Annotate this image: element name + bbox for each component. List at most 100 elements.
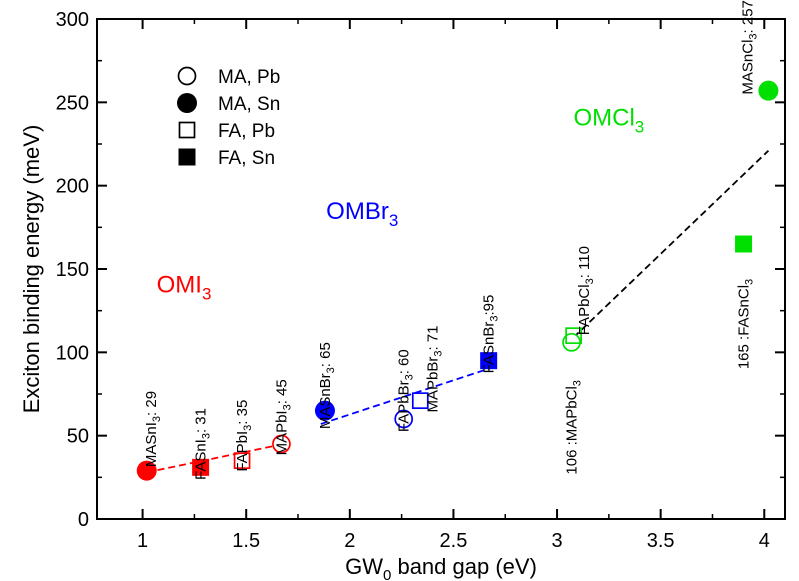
legend-label: FA, Sn <box>218 148 275 169</box>
subscript: 3 <box>151 416 163 422</box>
x-tick-label: 3.5 <box>647 530 675 552</box>
text-part: : 31 <box>193 408 210 433</box>
x-tick-label: 1.5 <box>232 530 260 552</box>
point-label: FASnBr3:95 <box>481 295 501 374</box>
text-part: : 29 <box>143 391 160 416</box>
x-axis-title: GW0 band gap (eV) <box>345 554 537 581</box>
group-label: OMBr3 <box>326 198 398 230</box>
y-tick-label: 200 <box>56 176 89 198</box>
legend-marker <box>178 148 196 166</box>
text-part: OMBr <box>326 198 389 225</box>
subscript: 3 <box>201 433 213 439</box>
subscript: 3 <box>584 278 596 284</box>
legend: MA, Pb MA, Sn FA, Pb FA, Sn <box>177 66 280 169</box>
x-tick-label: 2.5 <box>440 530 468 552</box>
y-tick-label: 300 <box>56 9 89 31</box>
point-label: FAPbCl3: 110 <box>576 246 596 335</box>
y-tick-label: 150 <box>56 259 89 281</box>
data-point <box>136 460 157 481</box>
data-point <box>233 452 251 470</box>
text-part: MAPbI <box>273 410 290 455</box>
x-tick-label: 4 <box>759 530 770 552</box>
text-part: 165 :FASnCl <box>736 285 753 369</box>
subscript: 3 <box>242 425 254 431</box>
text-part: band gap (eV) <box>391 554 537 579</box>
subscript: 3 <box>389 211 398 230</box>
y-axis-title: Exciton binding energy (meV) <box>19 125 44 414</box>
legend-label: MA, Sn <box>218 94 280 115</box>
subscript: 3 <box>572 380 584 386</box>
point-label: MAPbBr3: 71 <box>425 325 445 412</box>
text-part: FAPbBr <box>396 380 413 432</box>
legend-label: FA, Pb <box>218 121 275 142</box>
fit-line <box>146 443 284 474</box>
data-point <box>314 400 335 421</box>
text-part: : 65 <box>317 342 334 367</box>
text-part: OMCl <box>573 105 634 132</box>
text-part: : 71 <box>425 325 442 350</box>
y-tick-label: 100 <box>56 342 89 364</box>
text-part: FASnBr <box>481 322 498 374</box>
text-part: : 45 <box>273 379 290 404</box>
data-point <box>735 235 753 253</box>
point-label: MASnCl3: 257 <box>740 0 760 95</box>
legend-marker <box>177 66 197 86</box>
data-point <box>272 434 291 454</box>
y-tick-label: 250 <box>56 92 89 114</box>
data-point <box>758 80 779 101</box>
text-part: MASnBr <box>317 373 334 429</box>
y-tick-label: 50 <box>67 426 89 448</box>
text-part: 106 :MAPbCl <box>564 386 581 474</box>
legend-marker <box>177 93 197 113</box>
text-part: : 110 <box>576 246 593 278</box>
text-part: MAPbBr <box>425 357 442 413</box>
subscript: 3 <box>744 279 756 285</box>
point-label: 106 :MAPbCl3 <box>564 380 584 475</box>
point-label: 165 :FASnCl3 <box>736 279 756 369</box>
subscript: 3 <box>281 404 293 410</box>
group-label: OMCl3 <box>573 105 644 137</box>
text-part: : 60 <box>396 349 413 374</box>
x-tick-label: 1 <box>137 530 148 552</box>
text-part: : 257 <box>740 0 757 33</box>
fit-lines <box>146 150 770 474</box>
axes: 1 1.5 2 2.5 3 3.5 4 0 50 100 150 200 250 300 GW0 band … <box>19 9 785 581</box>
point-label: MAPbI3: 45 <box>273 379 293 455</box>
text-part: MASnCl <box>740 40 757 95</box>
data-point <box>411 392 429 410</box>
group-label: OMI3 <box>157 271 212 303</box>
text-part: : 35 <box>234 400 251 425</box>
point-label: MASnBr3: 65 <box>317 342 337 429</box>
subscript: 0 <box>383 567 391 581</box>
subscript: 3 <box>748 33 760 39</box>
point-label: MASnI3: 29 <box>143 391 163 467</box>
legend-marker <box>178 121 196 139</box>
point-label: FASnI3: 31 <box>193 408 213 480</box>
subscript: 3 <box>404 374 416 380</box>
data-point <box>394 409 414 429</box>
fit-line <box>573 150 770 338</box>
subscript: 3 <box>433 351 445 357</box>
text-part: GW <box>345 554 383 579</box>
text-part: FAPbCl <box>576 284 593 335</box>
subscript: 3 <box>635 118 644 137</box>
data-point <box>565 327 582 345</box>
text-part: :95 <box>481 295 498 316</box>
text-part: FASnI <box>193 439 210 480</box>
point-label: FAPbI3: 35 <box>234 400 254 472</box>
data-point <box>480 352 498 370</box>
x-tick-label: 3 <box>551 530 562 552</box>
subscript: 3 <box>489 316 501 322</box>
text-part: OMI <box>157 271 202 298</box>
data-points <box>136 80 779 481</box>
point-label: FAPbBr3: 60 <box>396 349 416 432</box>
x-tick-label: 2 <box>344 530 355 552</box>
legend-label: MA, Pb <box>218 67 280 88</box>
fit-line <box>320 366 494 425</box>
subscript: 3 <box>202 284 211 303</box>
subscript: 3 <box>325 367 337 373</box>
data-point <box>192 458 210 476</box>
